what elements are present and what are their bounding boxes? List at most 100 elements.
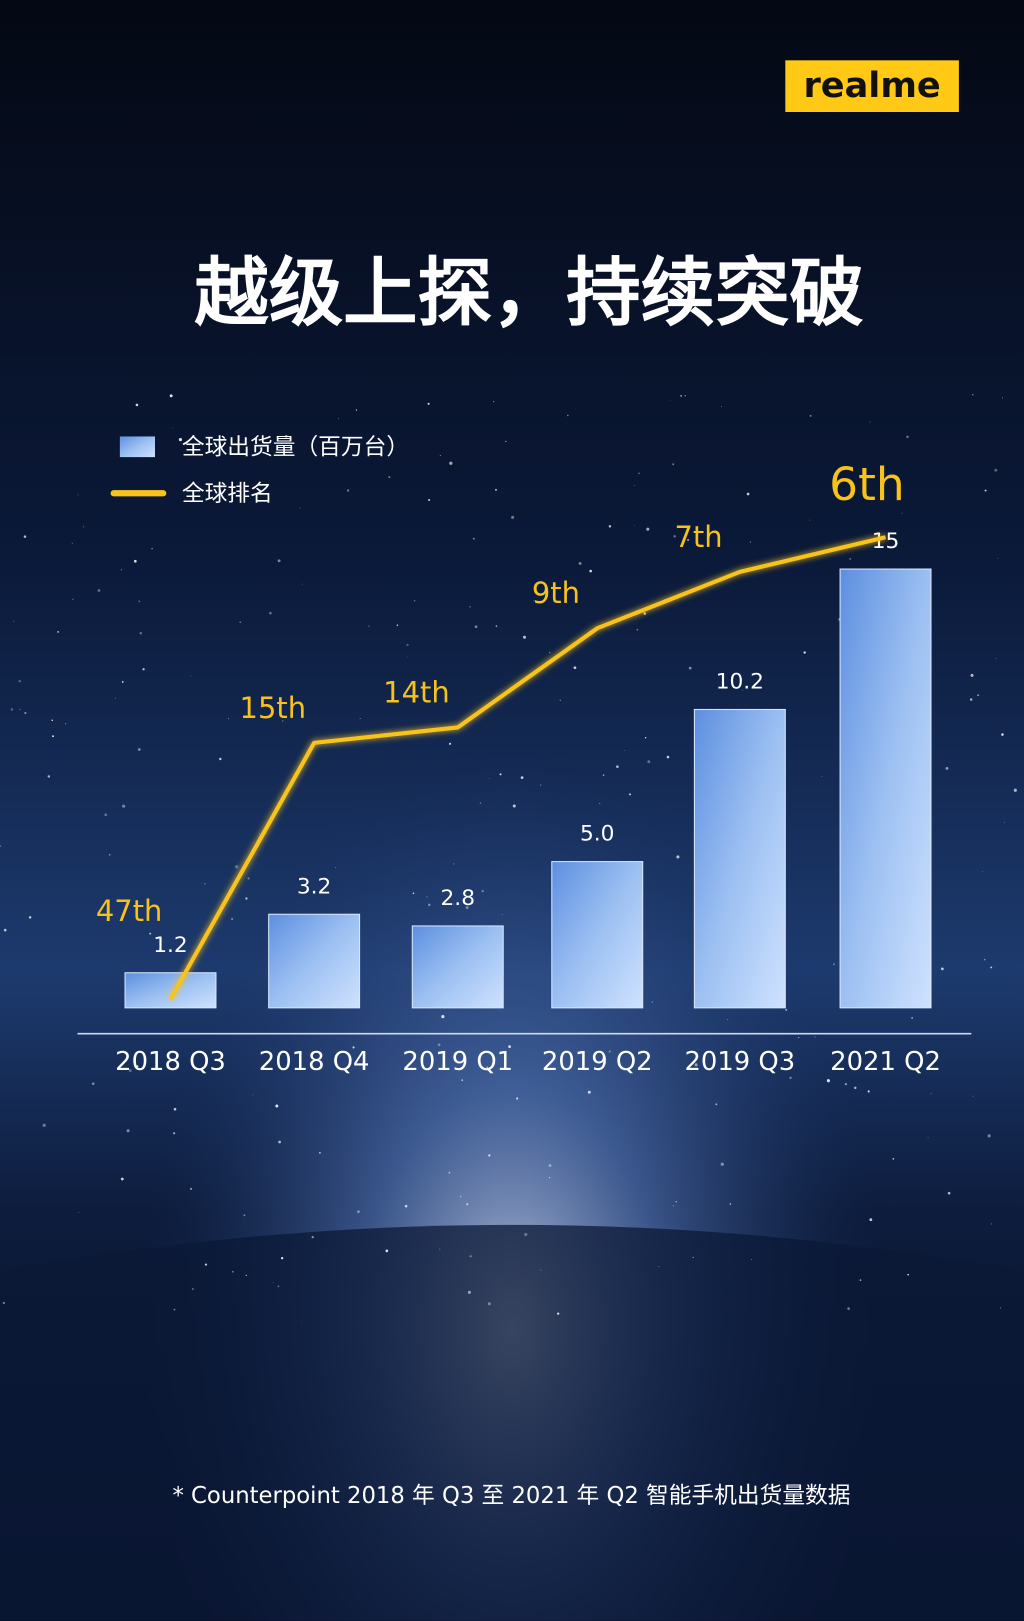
star [832, 963, 836, 966]
star [28, 916, 32, 919]
x-tick-label: 2018 Q3 [115, 1047, 226, 1077]
star [751, 1259, 752, 1260]
star [245, 897, 248, 900]
star [901, 512, 903, 514]
star [83, 526, 85, 528]
star [357, 1210, 360, 1213]
star [13, 620, 15, 622]
star [114, 697, 116, 699]
star [449, 742, 452, 745]
star [135, 403, 139, 407]
star [448, 1171, 451, 1174]
star [0, 845, 2, 848]
star [508, 1045, 511, 1048]
star [173, 1107, 177, 1111]
star [616, 765, 619, 768]
star [18, 680, 21, 683]
legend-entry: 全球出货量（百万台） [182, 434, 409, 460]
star [428, 903, 431, 907]
star [675, 1201, 677, 1203]
star [505, 440, 507, 443]
star [495, 625, 498, 627]
star [385, 1249, 389, 1253]
star [122, 804, 126, 808]
chart-title: 越级上探，持续突破 [194, 249, 863, 336]
star [995, 658, 997, 660]
star [355, 409, 358, 411]
star [311, 1236, 314, 1239]
bar-value-label: 15 [872, 529, 900, 554]
star [512, 804, 516, 808]
star [647, 760, 651, 764]
star [516, 1097, 519, 1100]
star [24, 711, 27, 715]
star [441, 1015, 445, 1019]
rank-label: 14th [383, 675, 449, 709]
x-tick-label: 2021 Q2 [830, 1047, 941, 1077]
star [78, 1211, 80, 1213]
x-tick-label: 2019 Q1 [402, 1047, 513, 1077]
star [57, 630, 60, 633]
star [940, 967, 944, 971]
bar-value-label: 5.0 [580, 822, 615, 847]
star [301, 1321, 302, 1323]
rank-label: 7th [674, 520, 722, 554]
star [104, 813, 108, 817]
star [646, 527, 650, 531]
star [259, 833, 261, 835]
star [982, 871, 983, 872]
star [680, 394, 683, 397]
star [469, 1255, 472, 1258]
star [19, 708, 21, 710]
star [994, 468, 998, 472]
star [277, 1285, 280, 1288]
star [1013, 788, 1017, 792]
star [608, 525, 612, 528]
star [346, 489, 350, 492]
star [720, 1162, 724, 1166]
star [439, 455, 441, 456]
star [172, 427, 174, 429]
star [930, 1093, 932, 1095]
star [275, 1104, 279, 1108]
star [413, 599, 416, 602]
star [120, 1177, 124, 1181]
star [23, 535, 27, 538]
star [359, 718, 361, 720]
star [453, 903, 455, 905]
star [947, 1191, 951, 1195]
star [911, 1017, 913, 1019]
star [643, 612, 647, 615]
star [556, 1312, 560, 1315]
star [173, 1132, 176, 1135]
star [453, 863, 455, 865]
star [139, 632, 143, 635]
star [520, 776, 524, 780]
star [785, 1008, 788, 1011]
star [927, 1137, 929, 1139]
star [684, 395, 686, 397]
star [204, 1263, 208, 1266]
star [133, 559, 137, 563]
star [533, 600, 535, 602]
star [798, 1036, 800, 1039]
star [523, 635, 526, 639]
star [488, 1154, 491, 1157]
star [578, 561, 582, 565]
star [388, 476, 391, 479]
bar-value-label: 10.2 [716, 670, 764, 695]
star [126, 1129, 130, 1133]
star [997, 557, 999, 559]
star [972, 394, 974, 396]
star [511, 515, 515, 519]
star [466, 1203, 469, 1206]
star [624, 749, 626, 751]
star [499, 773, 502, 776]
star [486, 1066, 488, 1069]
star [158, 948, 160, 950]
star [524, 1232, 528, 1237]
star [404, 1204, 408, 1208]
star [2, 1301, 5, 1305]
star [173, 1308, 176, 1311]
star [449, 461, 453, 465]
